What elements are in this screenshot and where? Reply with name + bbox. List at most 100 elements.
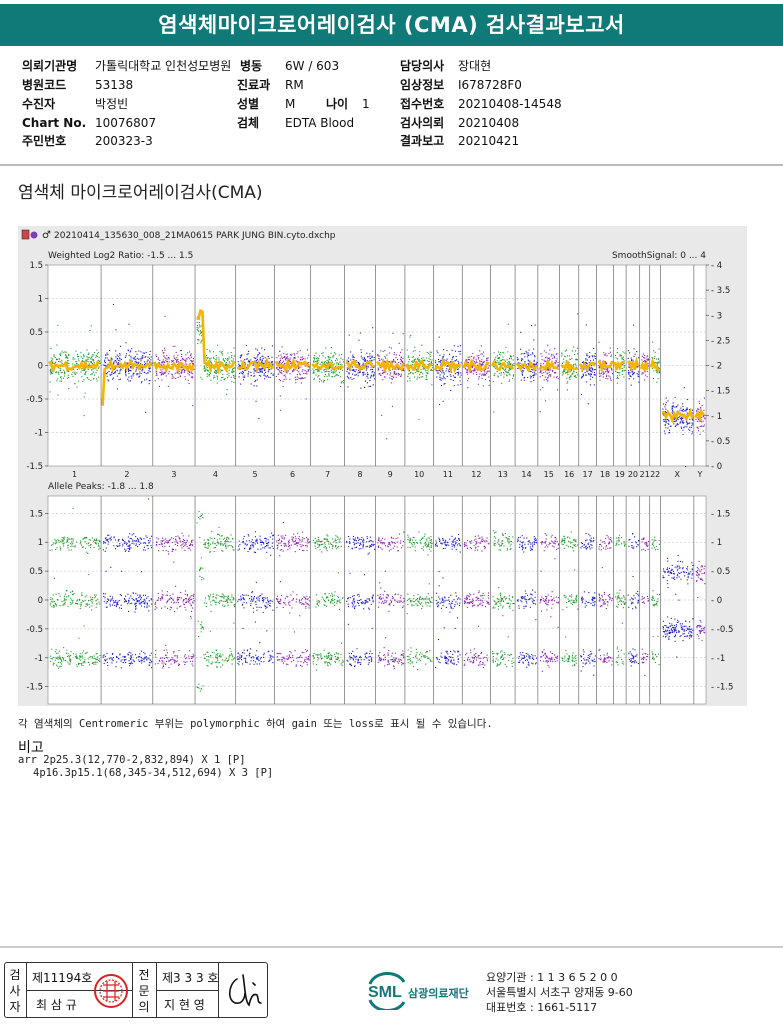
smooth-signal-chr17 <box>579 361 597 373</box>
top-panel-right-title: SmoothSignal: 0 ... 4 <box>612 251 706 261</box>
bottom-right-ytick-label: - -0.5 <box>711 625 733 635</box>
ward-value: 6W / 603 <box>285 59 340 73</box>
report-value: 20210421 <box>458 134 520 148</box>
smooth-signal-chr16 <box>561 360 578 374</box>
allele-peak-points-chr21 <box>641 537 649 676</box>
hospital-code-value: 53138 <box>95 78 134 92</box>
top-ytick-label: 1 <box>38 295 43 305</box>
sex-value: M <box>285 97 296 111</box>
org-logo: SML 삼광의료재단 <box>364 970 482 1013</box>
patient-label: 수진자 <box>22 97 56 111</box>
cma-chart-svg: ♂ 20210414_135630_008_21MA0615 PARK JUNG … <box>21 229 733 705</box>
male-symbol-icon: ♂ <box>42 230 51 241</box>
institution-value: 가톨릭대학교 인천성모병원 <box>95 59 232 73</box>
chrom-label-19: 19 <box>615 470 625 479</box>
department-value: RM <box>285 78 304 92</box>
department-label: 진료과 <box>237 78 271 92</box>
top-ytick-label: -0.5 <box>26 395 43 405</box>
chart-no-value: 10076807 <box>95 116 157 130</box>
logo-text: SML <box>368 984 402 1001</box>
doctor-value: 장대현 <box>458 59 492 73</box>
smooth-signal-chr8 <box>345 359 375 372</box>
org-phone: 대표번호 : 1661-5117 <box>486 1001 598 1014</box>
allele-peak-points-chr16 <box>561 531 579 667</box>
chrom-label-8: 8 <box>358 470 363 479</box>
bottom-ytick-label: 0 <box>38 596 43 606</box>
chrom-label-21: 21 <box>640 470 650 479</box>
chrom-label-11: 11 <box>443 470 453 479</box>
chrom-label-2: 2 <box>124 470 129 479</box>
chrom-label-4: 4 <box>213 470 218 479</box>
examiner-name: 최 삼 규 <box>36 998 77 1012</box>
smooth-signal-chr12 <box>462 358 490 374</box>
smooth-signal-chr20 <box>627 356 640 374</box>
examiner-seal-icon <box>94 974 128 1008</box>
smooth-signal-chrX <box>661 407 694 424</box>
org-address: 서울특별시 서초구 양재동 9-60 <box>486 986 633 999</box>
chart-filename: 20210414_135630_008_21MA0615 PARK JUNG B… <box>54 231 336 241</box>
right-ytick-label: - 0.5 <box>711 437 730 447</box>
request-value: 20210408 <box>458 116 520 130</box>
chart-no-label: Chart No. <box>22 116 87 130</box>
result-line-2: 4p16.3p15.1(68,345-34,512,694) X 3 [P] <box>33 767 274 779</box>
smooth-signal-chr22 <box>649 357 660 372</box>
bottom-right-ytick-label: - -1 <box>711 654 725 664</box>
bottom-ytick-label: -1 <box>35 654 43 664</box>
right-ytick-label: - 3 <box>711 311 722 321</box>
smooth-signal-chr4 <box>196 308 236 375</box>
allele-peak-points-chr17 <box>580 533 596 676</box>
smooth-signal-chr2 <box>101 356 153 406</box>
org-info: 요양기관 : 1 1 3 6 5 2 0 0 서울특별시 서초구 양재동 9-6… <box>486 970 633 1015</box>
allele-peak-points-chr4 <box>196 510 236 692</box>
right-ytick-label: - 1.5 <box>711 387 730 397</box>
sex-label: 성별 <box>237 97 260 111</box>
bottom-right-ytick-label: - 1.5 <box>711 509 730 519</box>
right-ytick-label: - 3.5 <box>711 286 730 296</box>
specialist-signature-icon <box>228 974 262 1007</box>
remark-title: 비고 <box>18 740 44 756</box>
chrom-label-6: 6 <box>290 470 295 479</box>
chrom-label-14: 14 <box>521 470 531 479</box>
hospital-code-label: 병원코드 <box>22 78 67 92</box>
allele-peak-points-chr10 <box>406 531 433 671</box>
allele-peak-points-chr3 <box>154 532 195 669</box>
footer-divider <box>0 946 783 948</box>
chrom-label-22: 22 <box>650 470 660 479</box>
chrom-label-15: 15 <box>544 470 554 479</box>
allele-peak-points-chrY <box>695 560 706 641</box>
id-label: 주민번호 <box>22 134 67 148</box>
allele-peak-points-chr15 <box>539 533 560 672</box>
smooth-signal-chr5 <box>236 356 274 374</box>
allele-peak-points-chrX <box>662 554 694 658</box>
age-value: 1 <box>362 97 370 111</box>
doctor-label: 담당의사 <box>400 59 445 73</box>
top-ytick-label: -1.5 <box>26 462 43 472</box>
age-label: 나이 <box>326 97 349 111</box>
report-label: 결과보고 <box>400 134 445 148</box>
chrom-label-5: 5 <box>252 470 257 479</box>
smooth-signal-chr3 <box>153 361 195 374</box>
specialist-label: 전문의 <box>138 968 150 1014</box>
chrom-label-13: 13 <box>498 470 508 479</box>
smooth-signal-chr11 <box>433 358 462 374</box>
chrom-label-16: 16 <box>564 470 574 479</box>
bottom-ytick-label: 1.5 <box>29 509 43 519</box>
allele-peak-points-chr7 <box>312 534 344 671</box>
institution-label: 의뢰기관명 <box>22 59 78 73</box>
request-label: 검사의뢰 <box>400 116 445 130</box>
allele-peak-points-chr20 <box>627 533 640 667</box>
allele-peak-points-chr18 <box>598 535 613 666</box>
smooth-signal-chr9 <box>376 357 405 375</box>
report-file-icon <box>21 229 30 240</box>
smooth-signal-chr19 <box>613 360 625 371</box>
allele-peak-points-chr12 <box>463 535 490 669</box>
allele-peak-points-chr2 <box>102 498 153 669</box>
right-ytick-label: - 2 <box>711 362 722 372</box>
signature-box: 검사자 제11194호 최 삼 규 전문의 제3 3 3 호 지 현 영 <box>4 962 268 1018</box>
smooth-signal-chr18 <box>597 359 614 374</box>
chrom-label-9: 9 <box>388 470 393 479</box>
allele-peak-points-chr11 <box>435 533 461 668</box>
bottom-right-ytick-label: - -1.5 <box>711 683 733 693</box>
examiner-label: 검사자 <box>9 968 21 1014</box>
chrom-label-3: 3 <box>171 470 176 479</box>
